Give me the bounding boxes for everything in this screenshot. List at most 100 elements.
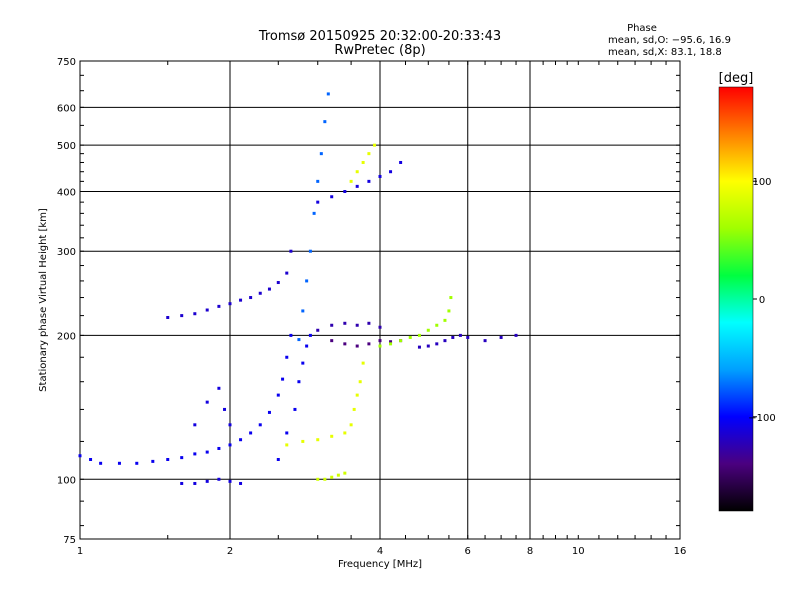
data-point — [443, 318, 447, 322]
data-point — [217, 477, 221, 481]
data-point — [435, 323, 439, 327]
x-tick-label: 6 — [465, 546, 471, 557]
data-point — [378, 344, 382, 348]
axis-ticks — [79, 60, 681, 539]
data-point — [316, 328, 320, 332]
x-tick-label: 16 — [674, 546, 687, 557]
phase-stats-header: Phase — [627, 23, 657, 34]
colorbar-ticks: 100 0 −100 — [748, 177, 775, 424]
data-point — [305, 279, 309, 283]
data-point — [228, 302, 232, 306]
data-point — [205, 450, 209, 454]
data-point — [355, 323, 359, 327]
data-point — [193, 312, 197, 316]
data-point — [426, 328, 430, 332]
data-point — [78, 454, 82, 458]
phase-stats-o: mean, sd,O: −95.6, 16.9 — [608, 35, 731, 46]
data-point — [276, 281, 280, 285]
data-point — [166, 457, 170, 461]
data-point — [349, 179, 353, 183]
data-point — [312, 211, 316, 215]
data-point — [276, 393, 280, 397]
data-point — [389, 170, 393, 174]
data-point — [343, 431, 347, 435]
data-point — [451, 335, 455, 339]
data-point — [323, 120, 327, 124]
data-point — [326, 92, 330, 96]
data-point — [301, 309, 305, 313]
data-point — [483, 339, 487, 343]
data-point — [389, 340, 393, 344]
x-tick-label: 4 — [377, 546, 383, 557]
data-point — [249, 431, 253, 435]
colorbar-label: [deg] — [719, 71, 754, 86]
x-tick-label: 1 — [77, 546, 83, 557]
data-point — [399, 339, 403, 343]
data-point — [193, 423, 197, 427]
y-tick-label: 750 — [57, 57, 76, 68]
data-point — [308, 249, 312, 253]
data-point — [355, 184, 359, 188]
data-point — [205, 308, 209, 312]
data-point — [239, 481, 243, 485]
data-point — [117, 461, 121, 465]
data-point — [330, 323, 334, 327]
data-point — [330, 434, 334, 438]
data-point — [499, 335, 503, 339]
data-point — [330, 475, 334, 479]
data-point — [285, 443, 289, 447]
data-point — [205, 400, 209, 404]
data-point — [301, 361, 305, 365]
data-point — [228, 443, 232, 447]
data-point — [228, 479, 232, 483]
data-point — [367, 342, 371, 346]
data-point — [417, 345, 421, 349]
phase-stats-x: mean, sd,X: 83.1, 18.8 — [608, 47, 722, 58]
data-point — [166, 315, 170, 319]
data-point — [355, 393, 359, 397]
y-tick-label: 500 — [57, 141, 76, 152]
data-point — [378, 174, 382, 178]
data-point — [258, 291, 262, 295]
data-point — [217, 386, 221, 390]
data-point — [361, 361, 365, 365]
data-point — [239, 298, 243, 302]
data-point — [285, 271, 289, 275]
data-point — [193, 452, 197, 456]
data-point — [367, 321, 371, 325]
data-points — [78, 92, 518, 485]
data-point — [239, 438, 243, 442]
data-point — [378, 339, 382, 343]
data-point — [180, 456, 184, 460]
x-tick-label: 10 — [572, 546, 585, 557]
data-point — [276, 457, 280, 461]
data-point — [355, 170, 359, 174]
data-point — [319, 152, 323, 156]
data-point — [323, 477, 327, 481]
data-point — [289, 333, 293, 337]
data-point — [297, 338, 301, 342]
data-point — [316, 200, 320, 204]
data-point — [316, 477, 320, 481]
data-point — [352, 407, 356, 411]
data-point — [343, 471, 347, 475]
data-point — [99, 461, 103, 465]
data-point — [349, 423, 353, 427]
data-point — [289, 249, 293, 253]
data-point — [373, 143, 377, 147]
colorbar-tick-label: 100 — [752, 177, 771, 188]
data-point — [343, 321, 347, 325]
data-point — [343, 342, 347, 346]
y-tick-label: 300 — [57, 247, 76, 258]
data-point — [193, 481, 197, 485]
data-point — [223, 407, 227, 411]
data-point — [426, 344, 430, 348]
data-point — [301, 439, 305, 443]
data-point — [514, 333, 518, 337]
colorbar-tick-label: −100 — [748, 413, 775, 424]
data-point — [281, 377, 285, 381]
data-point — [449, 296, 453, 300]
y-tick-label: 600 — [57, 103, 76, 114]
data-point — [205, 479, 209, 483]
data-point — [249, 296, 253, 300]
